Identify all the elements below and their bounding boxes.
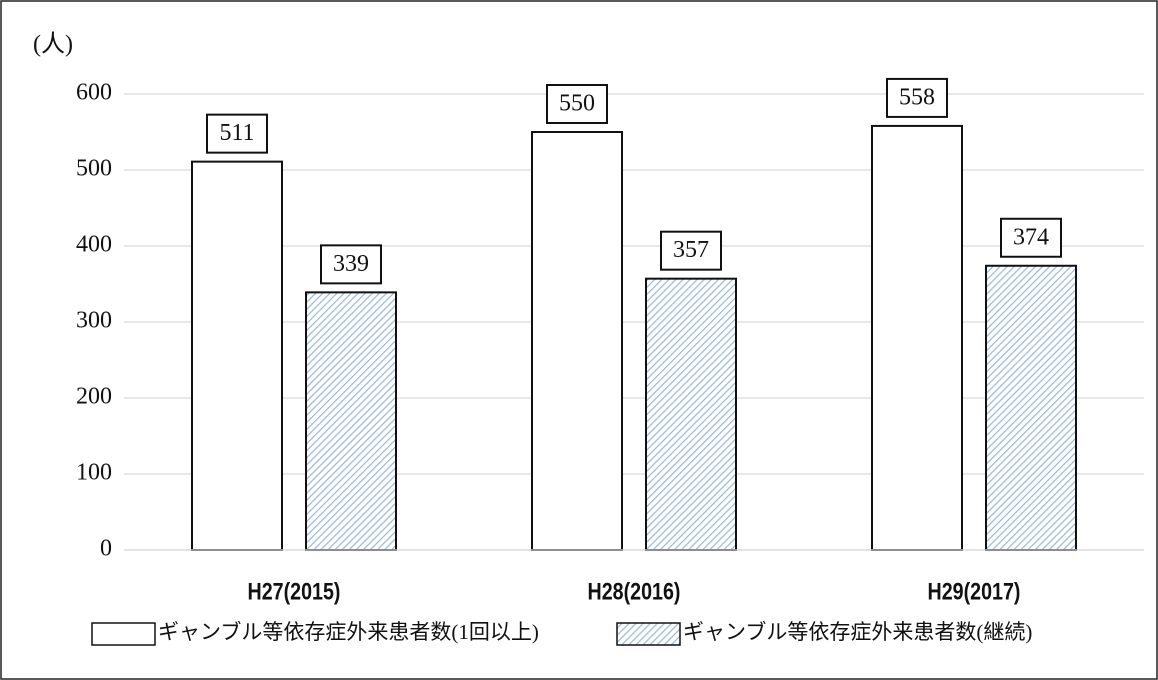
data-label: 558	[899, 84, 935, 110]
data-label-box	[320, 244, 382, 285]
data-label-box	[206, 113, 268, 154]
data-label-box	[660, 230, 722, 271]
bar	[645, 277, 737, 551]
data-label-box	[886, 77, 948, 118]
data-label: 357	[673, 237, 709, 263]
y-axis-label: (人)	[33, 32, 73, 58]
y-tick-label: 500	[76, 156, 112, 182]
bar	[531, 131, 623, 551]
y-tick-label: 0	[100, 536, 112, 562]
x-tick-label: H28(2016)	[588, 577, 681, 604]
y-tick-label: 400	[76, 232, 112, 258]
legend-swatch	[616, 622, 681, 646]
data-label: 511	[219, 120, 254, 146]
x-tick-label: H29(2017)	[928, 577, 1021, 604]
data-label: 374	[1013, 224, 1049, 250]
legend-swatch	[91, 622, 156, 646]
bar	[985, 264, 1077, 551]
y-tick-label: 200	[76, 384, 112, 410]
bar	[871, 124, 963, 551]
bar	[305, 291, 397, 551]
legend-label: ギャンブル等依存症外来患者数(1回以上)	[158, 620, 539, 644]
y-tick-label: 300	[76, 308, 112, 334]
y-tick-label: 100	[76, 460, 112, 486]
x-tick-label: H27(2015)	[248, 577, 341, 604]
data-label: 339	[333, 251, 369, 277]
bar	[191, 160, 283, 551]
y-tick-label: 600	[76, 80, 112, 106]
data-label-box	[546, 84, 608, 124]
data-label: 550	[559, 91, 595, 117]
data-label-box	[1000, 217, 1062, 258]
legend-label: ギャンブル等依存症外来患者数(継続)	[683, 620, 1032, 644]
